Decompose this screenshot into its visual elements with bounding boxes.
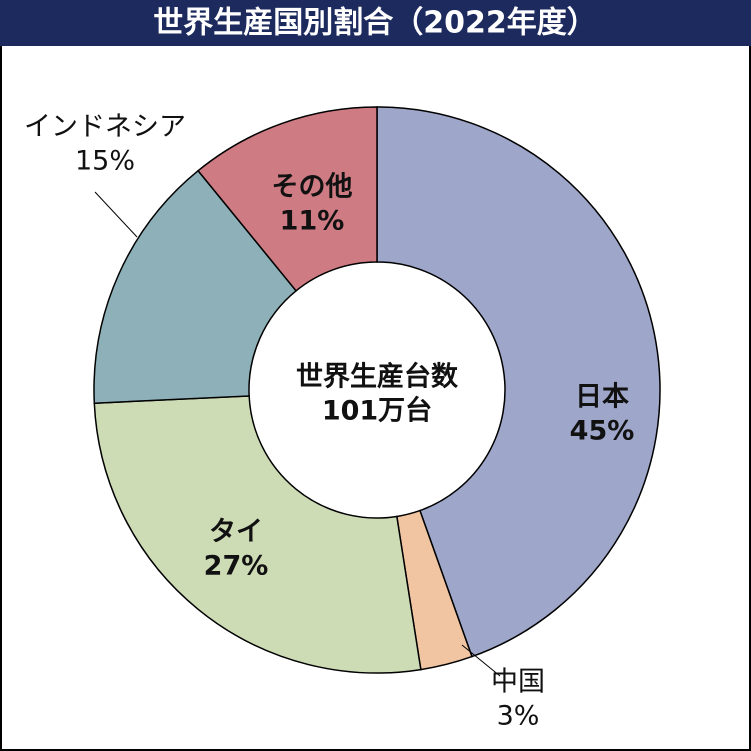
title-bar	[0, 0, 751, 46]
donut-slice	[93, 395, 422, 674]
value-label: 15%	[75, 146, 135, 177]
value-label: 3%	[497, 701, 540, 732]
value-label: 11%	[280, 206, 345, 237]
donut-slice	[376, 106, 661, 658]
category-label: タイ	[209, 517, 263, 548]
donut-slice	[197, 106, 378, 292]
category-label: 中国	[491, 667, 545, 698]
center-label: 101万台	[322, 395, 432, 427]
leader-line	[94, 191, 138, 238]
leader-line	[461, 644, 501, 677]
chart-title: 世界生産国別割合（2022年度）	[153, 6, 597, 41]
donut-slice	[93, 169, 298, 404]
category-label: インドネシア	[24, 112, 186, 143]
value-label: 45%	[570, 416, 635, 447]
value-label: 27%	[204, 551, 269, 582]
category-label: 日本	[575, 382, 629, 413]
center-label: 世界生産台数	[296, 361, 459, 393]
category-label: その他	[272, 172, 353, 203]
slices	[93, 106, 661, 674]
